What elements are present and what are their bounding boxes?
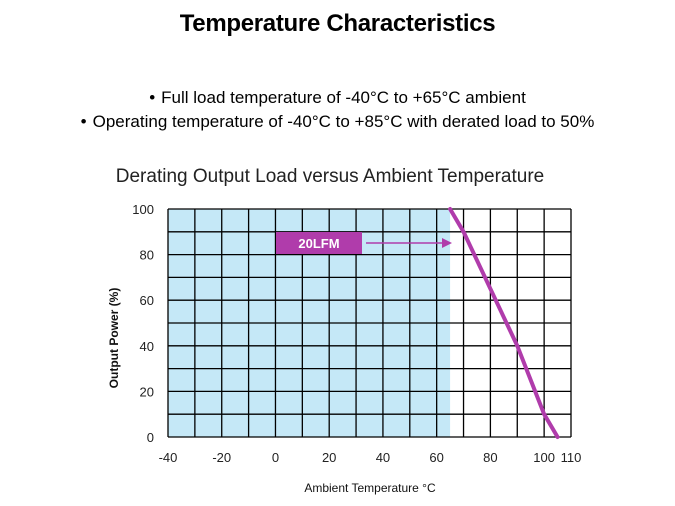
y-tick-label: 0 — [147, 430, 154, 445]
bullet-item: • Full load temperature of -40°C to +65°C… — [0, 86, 675, 110]
bullet-text: Operating temperature of -40°C to +85°C … — [92, 112, 595, 131]
y-tick-label: 60 — [140, 293, 154, 308]
tick-layer: -40 -20 0 20 40 60 80 100 110 0 20 40 60 80 100 — [132, 202, 581, 465]
x-tick-label: 20 — [322, 450, 336, 465]
bullet-text: Full load temperature of -40°C to +65°C … — [161, 88, 526, 107]
y-tick-label: 40 — [140, 339, 154, 354]
bullet-dot-icon: • — [80, 112, 87, 131]
grid-layer — [167, 208, 572, 438]
bullet-item: • Operating temperature of -40°C to +85°C… — [0, 110, 675, 134]
y-tick-label: 80 — [140, 248, 154, 263]
y-axis-label: Output Power (%) — [107, 288, 121, 389]
x-tick-label: 40 — [376, 450, 390, 465]
x-tick-label: -20 — [212, 450, 231, 465]
x-tick-label: 100 — [533, 450, 555, 465]
series-layer — [448, 207, 560, 439]
x-tick-label: 0 — [272, 450, 279, 465]
y-tick-label: 20 — [140, 384, 154, 399]
bullet-list: • Full load temperature of -40°C to +65°C… — [0, 86, 675, 134]
series-label-text: 20LFM — [298, 236, 339, 251]
bullet-dot-icon: • — [149, 88, 156, 107]
series-label-box — [276, 232, 362, 254]
x-tick-label: -40 — [159, 450, 178, 465]
derating-curve-line — [448, 207, 560, 439]
arrow-head-icon — [442, 238, 452, 248]
annotation-layer: 20LFM — [276, 232, 452, 254]
x-axis-label: Ambient Temperature °C — [304, 481, 436, 495]
x-tick-label: 110 — [561, 450, 582, 465]
x-tick-label: 80 — [483, 450, 497, 465]
y-tick-label: 100 — [132, 202, 154, 217]
chart-title: Derating Output Load versus Ambient Temp… — [115, 166, 545, 187]
slide-title: Temperature Characteristics — [179, 10, 496, 37]
x-tick-label: 60 — [429, 450, 443, 465]
